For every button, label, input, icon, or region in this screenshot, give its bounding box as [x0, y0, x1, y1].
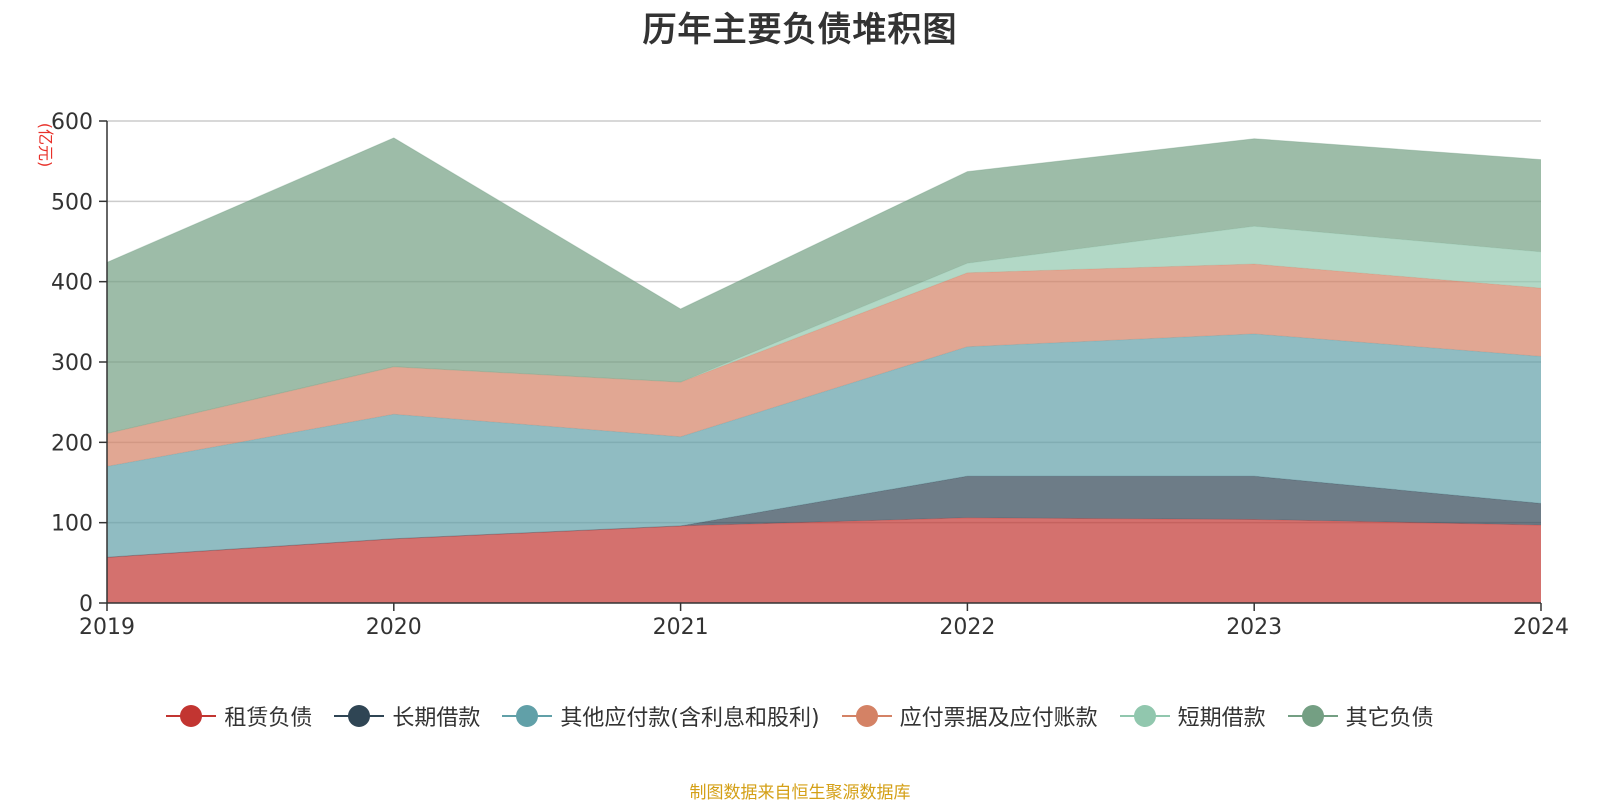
area-series [106, 137, 1542, 603]
legend-marker-icon [502, 704, 553, 728]
x-tick-label: 2021 [653, 615, 709, 640]
series-top-line-5 [106, 137, 1542, 310]
x-tick-label: 2020 [366, 615, 422, 640]
legend-label: 长期借款 [392, 706, 481, 731]
legend: 租赁负债 长期借款 其他应付款(含利息和股利) 应付票据及应付账款 短期借款 其它负债 [0, 700, 1600, 732]
x-tick-label: 2024 [1513, 615, 1569, 640]
stacked-area-chart: 0 100 200 300 400 500 600 2019 2020 2021 2022 2023 2… [36, 110, 1569, 640]
y-axis-unit-label: (亿元) [36, 123, 55, 168]
legend-item-2[interactable]: 其他应付款(含利息和股利) [502, 700, 820, 732]
y-tick-label: 300 [51, 351, 93, 376]
legend-label: 其它负债 [1345, 706, 1434, 731]
legend-label: 应付票据及应付账款 [899, 706, 1098, 731]
legend-item-5[interactable]: 其它负债 [1287, 700, 1434, 732]
legend-marker-icon [334, 704, 385, 728]
area-series-3 [107, 264, 1541, 467]
source-note: 制图数据来自恒生聚源数据库 [689, 783, 911, 803]
area-series-1 [107, 476, 1541, 558]
y-tick-label: 100 [51, 512, 93, 537]
legend-label: 其他应付款(含利息和股利) [560, 706, 820, 731]
legend-marker-icon [841, 704, 892, 728]
y-tick-label: 200 [51, 431, 93, 456]
area-series-4 [107, 226, 1541, 434]
legend-marker-icon [1287, 704, 1338, 728]
x-tick-label: 2019 [79, 615, 135, 640]
area-series-0 [107, 517, 1541, 603]
x-tick-label: 2022 [939, 615, 995, 640]
axes: 0 100 200 300 400 500 600 2019 2020 2021 2022 2023 2… [51, 110, 1569, 640]
x-tick-label: 2023 [1226, 615, 1282, 640]
area-series-5 [107, 137, 1541, 434]
legend-label: 短期借款 [1177, 706, 1266, 731]
area-series-2 [107, 333, 1541, 558]
legend-label: 租赁负债 [224, 706, 313, 731]
legend-marker-icon [166, 704, 217, 728]
legend-item-4[interactable]: 短期借款 [1119, 700, 1266, 732]
legend-item-1[interactable]: 长期借款 [334, 700, 480, 732]
y-tick-label: 400 [51, 271, 93, 296]
legend-marker-icon [1119, 704, 1170, 728]
legend-item-3[interactable]: 应付票据及应付账款 [841, 700, 1098, 732]
y-tick-label: 0 [79, 592, 93, 617]
y-tick-label: 500 [51, 190, 93, 215]
y-tick-label: 600 [51, 110, 93, 135]
legend-item-0[interactable]: 租赁负债 [166, 700, 312, 732]
chart-title: 历年主要负债堆积图 [642, 10, 958, 50]
